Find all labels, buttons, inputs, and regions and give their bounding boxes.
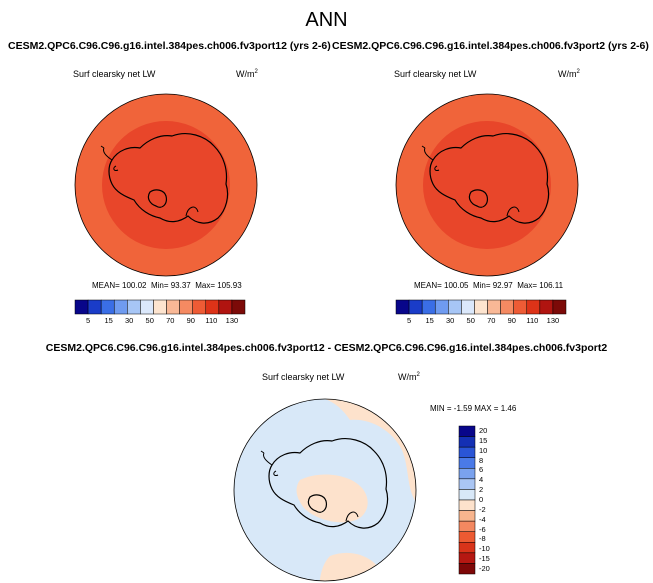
colorbar-tick-label: 30 [446, 316, 455, 325]
diff-colorbar-tick-label: 6 [479, 465, 484, 475]
diff-colorbar [458, 425, 476, 575]
colorbar-tick-label: 30 [125, 316, 134, 325]
colorbar-tick-label: 15 [425, 316, 434, 325]
diff-colorbar-tick-label: -6 [479, 524, 486, 534]
colorbar-tick-label: 90 [507, 316, 516, 325]
right-colorbar-ticks: 5 15 30 50 70 90 110 130 [396, 316, 566, 326]
diff-colorbar-tick-label: -4 [479, 514, 486, 524]
colorbar-swatch [552, 299, 567, 315]
colorbar-tick-label: 90 [186, 316, 195, 325]
diff-unit-label: W/m2 [398, 372, 420, 382]
diff-colorbar-swatch [458, 563, 476, 575]
colorbar-tick-label: 70 [487, 316, 496, 325]
left-map-inner-region [102, 121, 230, 249]
colorbar-tick-label: 110 [205, 316, 218, 325]
left-unit-label: W/m2 [236, 69, 258, 79]
diff-colorbar-swatch [458, 499, 476, 511]
right-stats: MEAN= 100.05 Min= 92.97 Max= 106.11 [414, 281, 564, 290]
difference-title: CESM2.QPC6.C96.C96.g16.intel.384pes.ch00… [45, 342, 608, 354]
right-variable-label: Surf clearsky net LW [394, 69, 477, 79]
diff-colorbar-ticks: 20 15 10 8 6 4 2 0 -2 -4 -6 -8 -10 -15 -20 [479, 426, 509, 574]
colorbar-tick-label: 5 [406, 316, 412, 325]
colorbar-tick-label: 70 [166, 316, 175, 325]
diff-colorbar-swatch [458, 520, 476, 532]
diff-colorbar-tick-label: -15 [479, 554, 490, 564]
diff-colorbar-tick-label: 2 [479, 485, 484, 495]
diff-colorbar-swatch [458, 510, 476, 522]
diff-colorbar-tick-label: -20 [479, 564, 490, 574]
diff-colorbar-swatch [458, 436, 476, 448]
diff-antarctica-coastline [260, 438, 389, 529]
diff-variable-label: Surf clearsky net LW [262, 372, 345, 382]
diff-colorbar-tick-label: 20 [479, 425, 488, 435]
left-stats: MEAN= 100.02 Min= 93.37 Max= 105.93 [92, 281, 242, 290]
left-antarctica-coastline [100, 133, 229, 224]
diff-colorbar-swatch [458, 478, 476, 490]
diff-colorbar-swatch [458, 542, 476, 554]
diff-colorbar-tick-label: -8 [479, 534, 486, 544]
page-title: ANN [305, 9, 348, 31]
diff-colorbar-swatch [458, 531, 476, 543]
diff-colorbar-swatch [458, 457, 476, 469]
colorbar-tick-label: 15 [104, 316, 113, 325]
diff-colorbar-swatch [458, 468, 476, 480]
diff-colorbar-swatch [458, 446, 476, 458]
colorbar-tick-label: 50 [466, 316, 475, 325]
colorbar-tick-label: 130 [546, 316, 560, 325]
diff-colorbar-swatch [458, 425, 476, 437]
left-variable-label: Surf clearsky net LW [73, 69, 156, 79]
diff-colorbar-swatch [458, 489, 476, 501]
colorbar-tick-label: 50 [145, 316, 154, 325]
colorbar-tick-label: 110 [526, 316, 539, 325]
diff-colorbar-tick-label: 0 [479, 495, 484, 504]
right-case-title: CESM2.QPC6.C96.C96.g16.intel.384pes.ch00… [332, 40, 649, 52]
diff-colorbar-tick-label: 15 [479, 435, 488, 445]
left-colorbar [74, 299, 246, 315]
diff-colorbar-swatch [458, 552, 476, 564]
right-antarctica-coastline [421, 133, 550, 224]
colorbar-tick-label: 130 [225, 316, 239, 325]
right-unit-label: W/m2 [558, 69, 580, 79]
left-case-title: CESM2.QPC6.C96.C96.g16.intel.384pes.ch00… [8, 40, 331, 52]
diff-negative-patch [260, 451, 282, 469]
diff-colorbar-tick-label: -10 [479, 544, 490, 554]
right-map-inner-region [423, 121, 551, 249]
diff-colorbar-tick-label: 4 [479, 475, 484, 485]
diff-colorbar-tick-label: -2 [479, 504, 486, 514]
right-colorbar [395, 299, 567, 315]
diff-colorbar-tick-label: 8 [479, 455, 484, 465]
diff-colorbar-tick-label: 10 [479, 445, 488, 455]
left-colorbar-ticks: 5 15 30 50 70 90 110 130 [75, 316, 245, 326]
colorbar-tick-label: 5 [85, 316, 91, 325]
colorbar-swatch [231, 299, 246, 315]
diff-minmax: MIN = -1.59 MAX = 1.46 [430, 404, 517, 413]
